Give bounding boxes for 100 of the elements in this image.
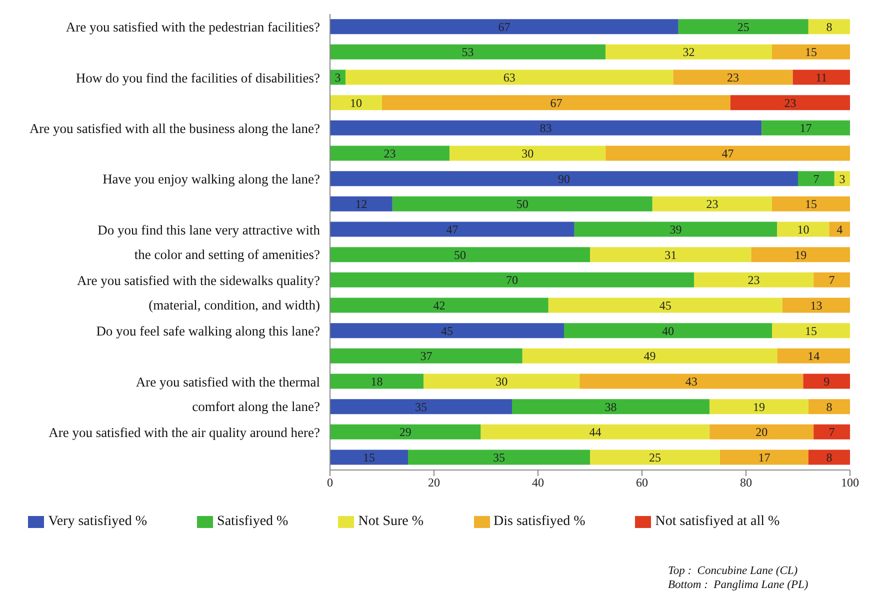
data-label: 7 — [828, 425, 835, 440]
bar — [777, 222, 830, 237]
bar — [330, 146, 450, 161]
data-label: 8 — [826, 20, 832, 34]
data-label: 15 — [805, 45, 817, 60]
y-tick-label: How do you find the facilities of disabilities? — [76, 70, 320, 85]
bar — [751, 247, 850, 262]
bar — [792, 70, 850, 85]
bar — [330, 95, 382, 110]
text: Top : Concubine Lane (CL) — [668, 564, 799, 578]
bar — [330, 196, 392, 212]
bar — [710, 399, 808, 414]
bar — [330, 450, 408, 465]
data-label: 50 — [454, 248, 466, 262]
x-tick-label: 80 — [740, 476, 752, 490]
bar — [580, 374, 804, 389]
bar — [424, 374, 580, 389]
data-label: 45 — [659, 298, 672, 312]
y-tick-label: Do you find this lane very attractive with the color and setting of amenities? — [98, 222, 320, 262]
data-label: 15 — [363, 450, 375, 464]
data-label: 10 — [797, 222, 810, 236]
data-label: 42 — [433, 298, 446, 312]
data-label: 7 — [813, 172, 820, 186]
bar — [694, 272, 814, 288]
bar — [450, 146, 606, 161]
y-tick-label: Have you enjoy walking along the lane? — [102, 171, 320, 186]
bar — [803, 374, 850, 389]
bar — [330, 374, 424, 389]
bar — [590, 247, 752, 262]
data-label: 20 — [756, 425, 768, 440]
data-label: 70 — [506, 273, 518, 288]
bar — [330, 247, 590, 262]
bar — [574, 222, 778, 237]
legend-label: Dis satisfiyed % — [494, 514, 586, 530]
data-label: 67 — [498, 20, 510, 34]
data-label: 19 — [753, 400, 765, 414]
bar — [590, 450, 720, 465]
bar — [330, 120, 762, 136]
bar — [772, 196, 850, 212]
bar — [777, 348, 850, 364]
x-tick-label: 100 — [841, 476, 859, 490]
data-label: 13 — [810, 298, 822, 312]
bar — [382, 95, 730, 110]
data-label: 45 — [441, 324, 453, 338]
data-label: 38 — [604, 400, 617, 414]
data-label: 23 — [748, 273, 760, 288]
legend-label: Very satisfiyed % — [48, 514, 148, 530]
x-tick-label: 60 — [636, 476, 648, 490]
data-label: 39 — [670, 222, 682, 236]
bar — [522, 348, 778, 364]
legend-label: Not Sure % — [358, 514, 424, 530]
data-label: 23 — [784, 96, 796, 110]
data-label: 67 — [550, 96, 562, 110]
bar — [330, 323, 564, 338]
data-label: 9 — [824, 374, 830, 388]
bar — [678, 19, 808, 34]
bar — [512, 399, 710, 414]
y-tick-label: Are you satisfied with the air quality around here? — [48, 424, 320, 440]
data-label: 83 — [540, 121, 552, 136]
data-label: 17 — [758, 450, 770, 464]
y-tick-label: Are you satisfied with all the business along the lane? — [29, 120, 320, 136]
data-label: 19 — [794, 248, 807, 262]
bar — [330, 272, 694, 288]
x-tick-label: 0 — [327, 476, 333, 490]
data-label: 15 — [805, 324, 817, 338]
text: Bottom : Panglima Lane (PL) — [668, 578, 810, 592]
bar — [808, 399, 850, 414]
bar — [330, 348, 522, 364]
data-label: 23 — [727, 70, 739, 84]
x-tick-label: 20 — [428, 476, 440, 490]
data-label: 53 — [462, 45, 474, 60]
bar — [652, 196, 772, 212]
bar — [392, 196, 652, 212]
data-label: 29 — [399, 425, 412, 440]
bar — [673, 70, 793, 85]
data-label: 14 — [808, 349, 820, 364]
bar — [772, 323, 850, 338]
data-label: 25 — [649, 450, 661, 464]
x-tick-label: 40 — [532, 476, 544, 490]
bar — [814, 272, 850, 288]
legend-label: Satisfiyed % — [217, 514, 288, 530]
bar — [606, 146, 850, 161]
data-label: 90 — [558, 172, 570, 186]
data-label: 18 — [370, 374, 383, 388]
data-label: 12 — [355, 197, 368, 212]
bar — [330, 171, 798, 186]
bar — [814, 424, 850, 440]
data-label: 3 — [334, 70, 341, 84]
data-label: 8 — [826, 450, 832, 464]
data-label: 43 — [685, 374, 698, 388]
bar — [346, 70, 674, 85]
bar — [782, 298, 850, 313]
bar — [330, 399, 512, 414]
bar — [762, 120, 850, 136]
data-label: 10 — [350, 96, 362, 110]
bar — [730, 95, 850, 110]
y-tick-label: Do you feel safe walking along this lane? — [96, 323, 320, 338]
bar — [408, 450, 590, 465]
data-label: 32 — [682, 45, 695, 60]
data-label: 49 — [644, 349, 656, 364]
